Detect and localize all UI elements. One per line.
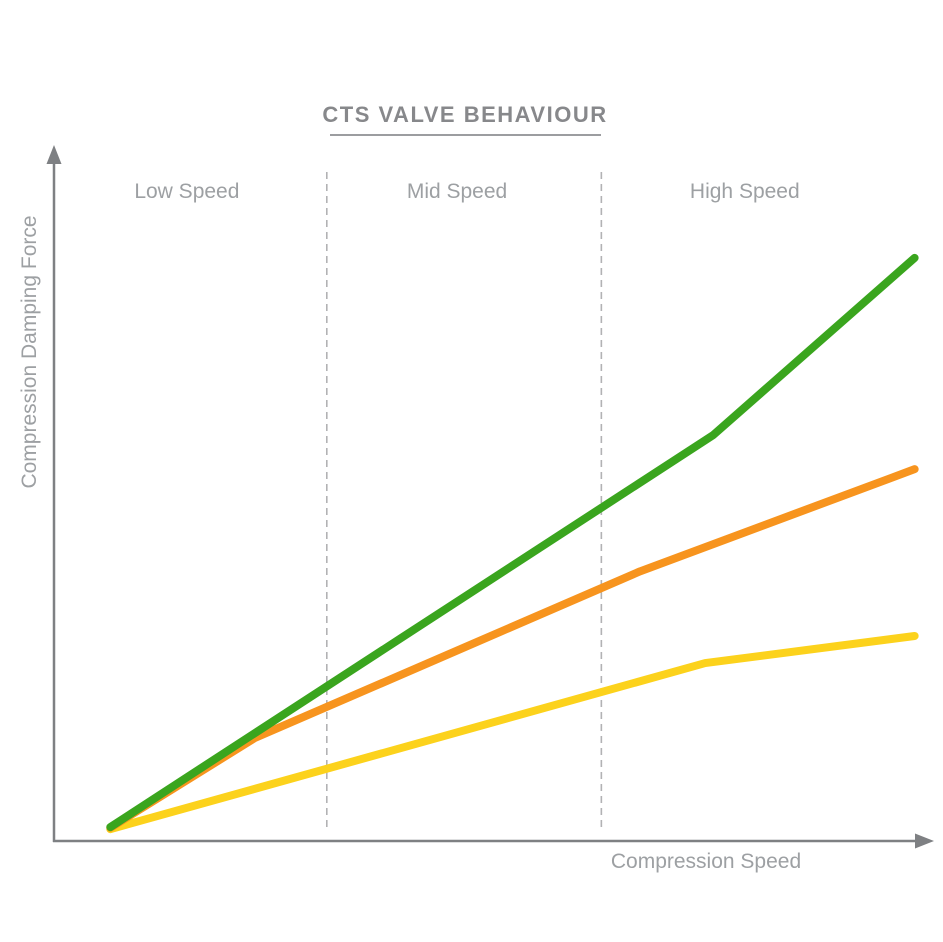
y-axis-label: Compression Damping Force bbox=[18, 215, 41, 489]
title-underline bbox=[330, 134, 601, 136]
series-lines bbox=[106, 253, 919, 834]
x-axis-label: Compression Speed bbox=[610, 850, 802, 873]
x-axis-arrow-icon bbox=[915, 833, 934, 849]
y-axis-arrow-icon bbox=[46, 145, 62, 164]
zone-separators bbox=[325, 172, 603, 830]
series-green-line bbox=[106, 253, 919, 832]
zone-label-low-speed: Low Speed bbox=[134, 180, 240, 203]
zone-label-high-speed: High Speed bbox=[689, 180, 800, 203]
zone-label-mid-speed: Mid Speed bbox=[406, 180, 508, 203]
series-yellow-line bbox=[106, 631, 919, 834]
chart-title: CTS VALVE BEHAVIOUR bbox=[322, 102, 608, 127]
